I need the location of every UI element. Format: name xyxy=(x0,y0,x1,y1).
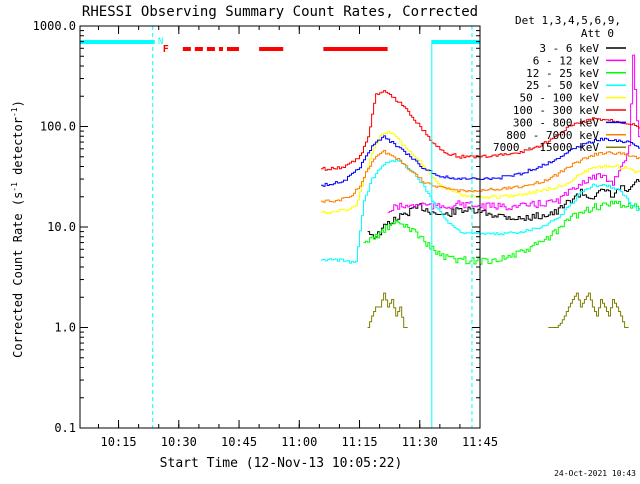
legend-entry-label: 100 - 300 keV xyxy=(513,104,599,117)
y-tick-label: 100.0 xyxy=(40,120,76,134)
x-tick-label: 11:45 xyxy=(462,435,498,449)
y-tick-label: 10.0 xyxy=(47,220,76,234)
x-tick-label: 10:45 xyxy=(221,435,257,449)
y-tick-label: 0.1 xyxy=(54,421,76,435)
x-tick-label: 11:30 xyxy=(402,435,438,449)
y-axis-label-sup2: -1 xyxy=(10,107,19,117)
legend-entry-label: 6 - 12 keV xyxy=(533,54,600,67)
legend-header-line1: Det 1,3,4,5,6,9, xyxy=(515,14,621,27)
legend-entry-label: 3 - 6 keV xyxy=(539,42,599,55)
y-axis-label-mid: detector xyxy=(11,117,25,182)
x-axis-label: Start Time (12-Nov-13 10:05:22) xyxy=(160,456,403,471)
legend-entry-label: 25 - 50 keV xyxy=(526,79,599,92)
legend-entry-label: 12 - 25 keV xyxy=(526,67,599,80)
y-axis-label-end: ) xyxy=(11,100,25,107)
y-axis-label: Corrected Count Rate (s-1 detector-1) xyxy=(10,100,25,358)
legend-header-line2: Att 0 xyxy=(581,27,614,40)
legend-entry-label: 7000 - 15000 keV xyxy=(493,141,599,154)
flare-label: F xyxy=(163,44,169,55)
footer-date: 24-Oct-2021 10:43 xyxy=(554,469,636,478)
y-axis-label-main: Corrected Count Rate (s xyxy=(11,192,25,358)
x-tick-label: 10:30 xyxy=(161,435,197,449)
y-axis-label-sup1: -1 xyxy=(10,182,19,192)
y-tick-label: 1000.0 xyxy=(33,19,76,33)
legend-entry-label: 300 - 800 keV xyxy=(513,116,599,129)
chart-title: RHESSI Observing Summary Count Rates, Co… xyxy=(82,4,478,20)
x-tick-label: 11:00 xyxy=(281,435,317,449)
x-tick-label: 11:15 xyxy=(341,435,377,449)
legend-entry-label: 800 - 7000 keV xyxy=(506,129,599,142)
legend-entry-label: 50 - 100 keV xyxy=(520,92,600,105)
y-tick-label: 1.0 xyxy=(54,321,76,335)
x-tick-label: 10:15 xyxy=(100,435,136,449)
